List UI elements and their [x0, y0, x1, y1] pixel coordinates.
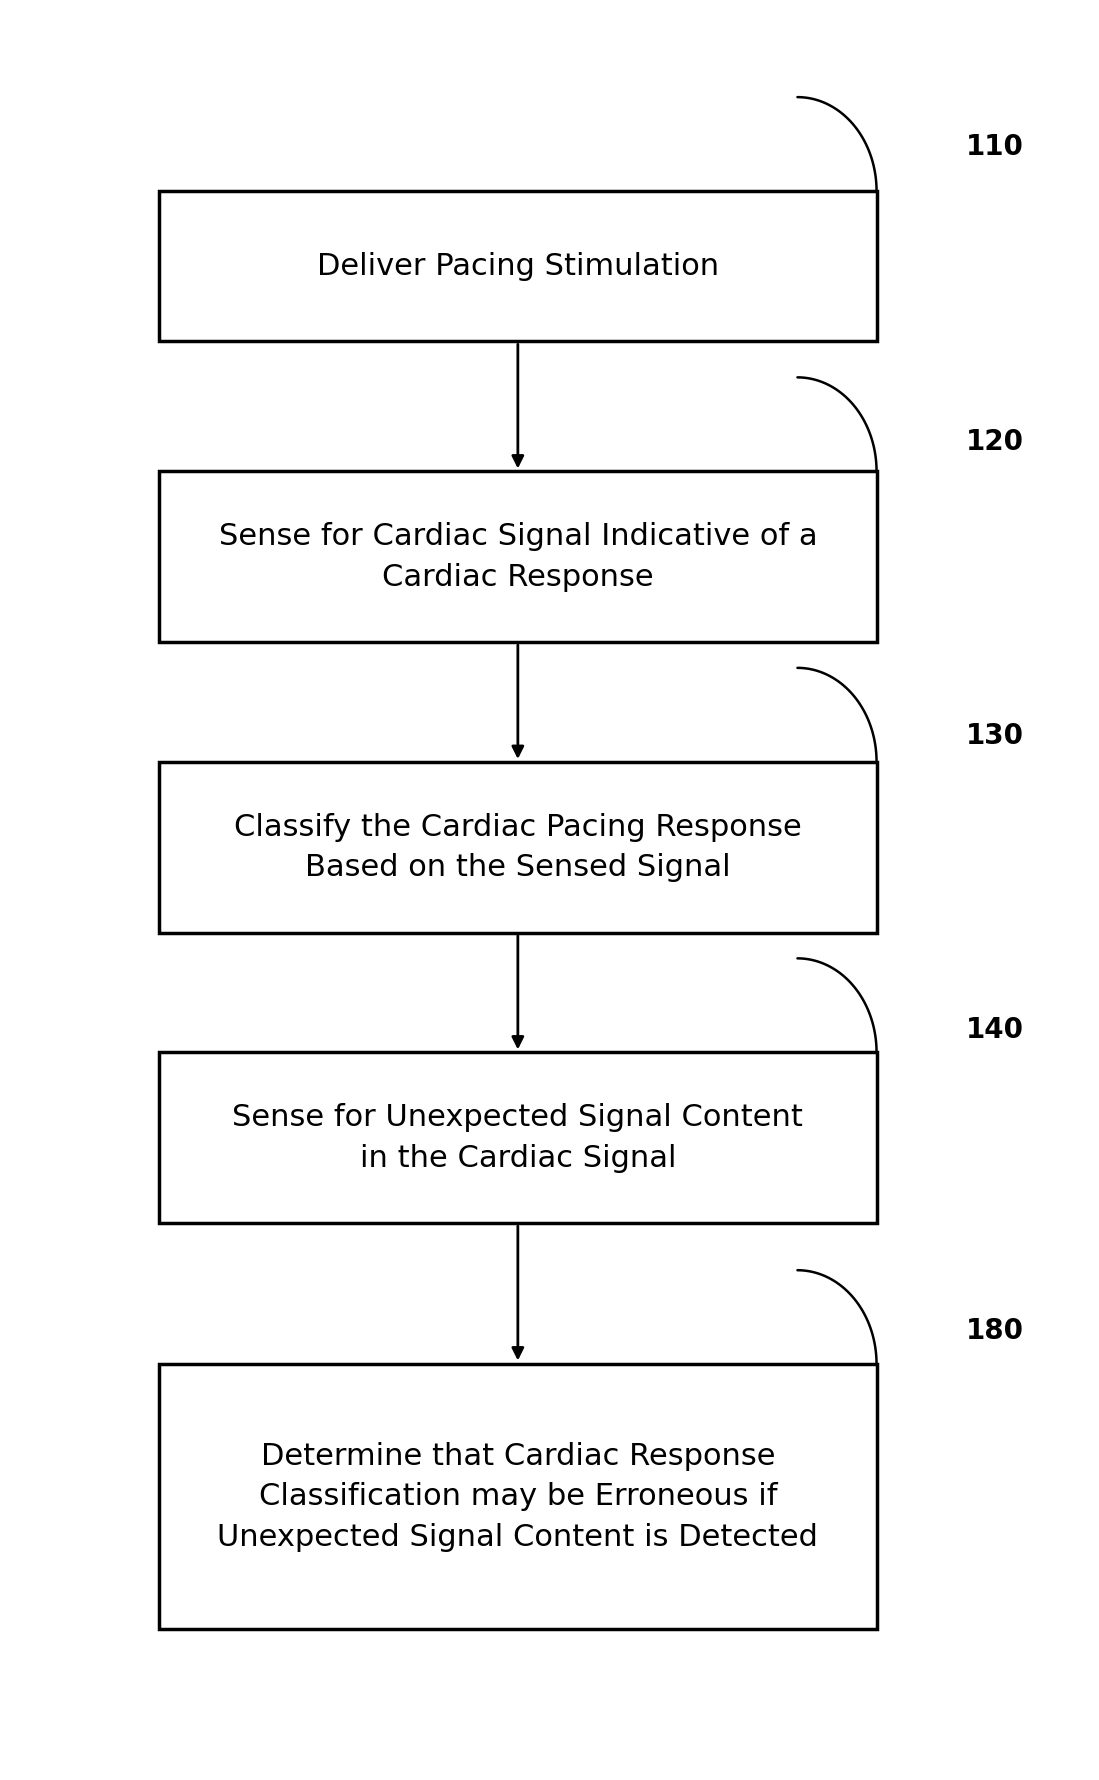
FancyBboxPatch shape	[159, 190, 877, 342]
Text: Classify the Cardiac Pacing Response
Based on the Sensed Signal: Classify the Cardiac Pacing Response Bas…	[234, 812, 802, 883]
FancyBboxPatch shape	[159, 1363, 877, 1629]
Text: 110: 110	[966, 134, 1024, 160]
FancyBboxPatch shape	[159, 472, 877, 643]
FancyBboxPatch shape	[159, 762, 877, 933]
Text: Sense for Cardiac Signal Indicative of a
Cardiac Response: Sense for Cardiac Signal Indicative of a…	[219, 522, 818, 591]
Text: 130: 130	[966, 723, 1024, 749]
Text: 140: 140	[966, 1016, 1024, 1045]
FancyBboxPatch shape	[159, 1052, 877, 1223]
Text: 120: 120	[966, 429, 1024, 456]
Text: 180: 180	[966, 1317, 1024, 1346]
Text: Sense for Unexpected Signal Content
in the Cardiac Signal: Sense for Unexpected Signal Content in t…	[232, 1104, 803, 1173]
Text: Determine that Cardiac Response
Classification may be Erroneous if
Unexpected Si: Determine that Cardiac Response Classifi…	[218, 1442, 819, 1552]
Text: Deliver Pacing Stimulation: Deliver Pacing Stimulation	[317, 251, 719, 281]
